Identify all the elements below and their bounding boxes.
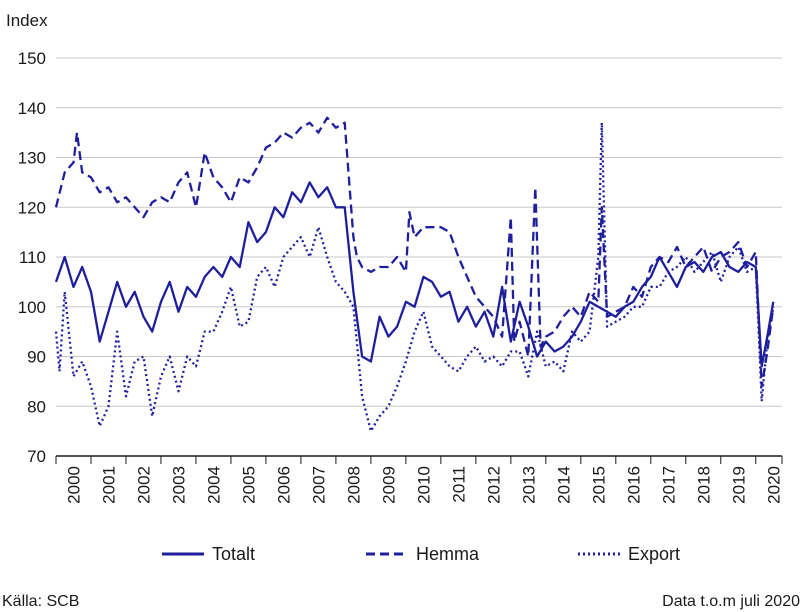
y-tick-label: 70	[27, 447, 46, 466]
x-tick-label: 2013	[519, 466, 538, 504]
series-lines	[54, 116, 775, 433]
y-tick-label: 80	[27, 397, 46, 416]
x-tick-label: 2000	[64, 466, 83, 504]
legend: Totalt Hemma Export	[162, 544, 680, 564]
y-tick-label: 100	[18, 298, 46, 317]
x-tick-label: 2019	[729, 466, 748, 504]
y-tick-label: 140	[18, 99, 46, 118]
y-tick-label: 110	[19, 248, 46, 267]
series-line-hemma	[54, 116, 775, 388]
series-line-totalt	[54, 181, 775, 368]
x-tick-label: 2017	[659, 466, 678, 504]
y-axis-ticks: 70 80 90 100 110 120 130 140 150	[18, 49, 46, 466]
source-note: Källa: SCB	[2, 593, 79, 610]
y-tick-label: 150	[18, 49, 46, 68]
legend-label-export: Export	[628, 544, 680, 564]
x-tick-label: 2009	[379, 466, 398, 504]
x-tick-label: 2014	[554, 466, 573, 504]
data-date-note: Data t.o.m juli 2020	[662, 593, 800, 610]
y-tick-label: 120	[18, 198, 46, 217]
x-tick-label: 2005	[239, 466, 258, 504]
x-tick-label: 2016	[624, 466, 643, 504]
legend-label-hemma: Hemma	[416, 544, 480, 564]
x-tick-label: 2008	[344, 466, 363, 504]
legend-label-totalt: Totalt	[212, 544, 255, 564]
series-line-export	[54, 121, 775, 433]
x-tick-label: 2011	[449, 466, 468, 503]
y-tick-label: 90	[27, 348, 46, 367]
x-tick-label: 2004	[204, 466, 223, 504]
x-tick-label: 2018	[694, 466, 713, 504]
x-tick-label: 2007	[309, 466, 328, 504]
x-tick-label: 2015	[589, 466, 608, 504]
x-tick-label: 2020	[764, 466, 783, 504]
x-tick-label: 2012	[484, 466, 503, 504]
x-axis: 2000 2001 2002 2003 2004 2005 2006 2007 2008 2009…	[55, 455, 783, 504]
x-tick-label: 2002	[134, 466, 153, 504]
y-axis-label: Index	[6, 11, 48, 30]
y-tick-label: 130	[18, 149, 46, 168]
x-tick-label: 2010	[414, 466, 433, 504]
x-tick-label: 2006	[274, 466, 293, 504]
x-tick-label: 2003	[169, 466, 188, 504]
x-tick-label: 2001	[99, 466, 118, 504]
